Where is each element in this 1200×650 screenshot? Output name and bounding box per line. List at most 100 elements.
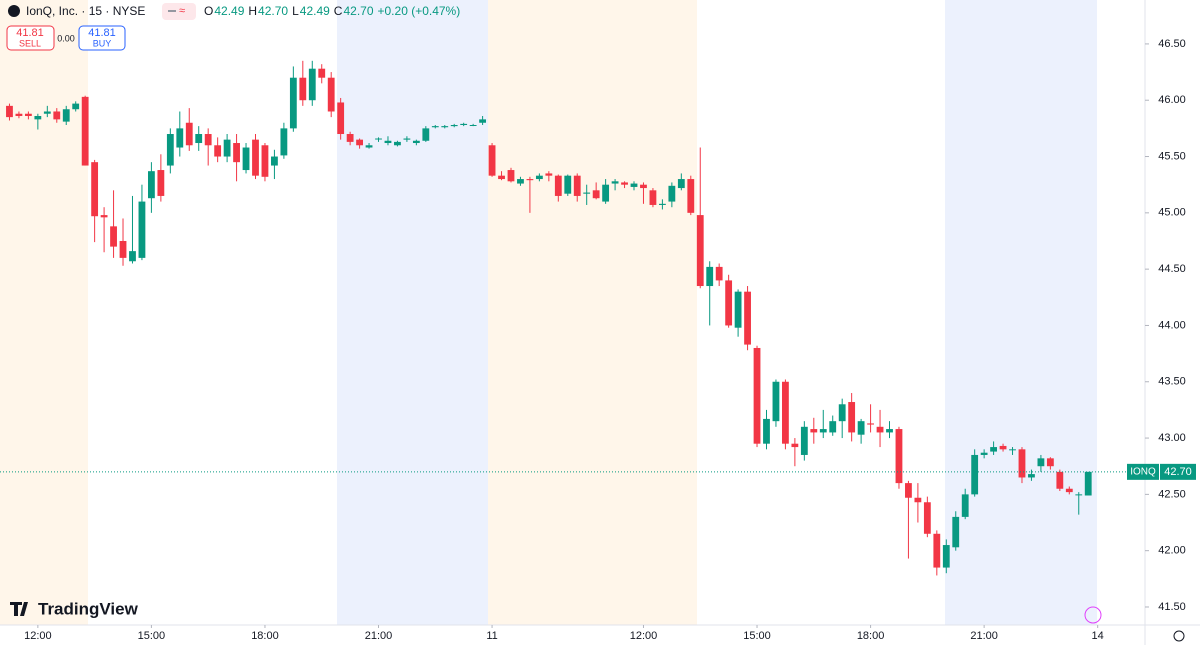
candle-body bbox=[819, 429, 827, 433]
candle-body bbox=[34, 115, 42, 120]
candle-body bbox=[658, 203, 666, 205]
candle-body bbox=[138, 201, 146, 258]
candle-body bbox=[422, 128, 430, 141]
candle-body bbox=[1084, 471, 1092, 496]
y-tick-label: 46.00 bbox=[1158, 94, 1186, 106]
candle-body bbox=[838, 404, 846, 422]
sell-price: 41.81 bbox=[16, 27, 44, 39]
candle-body bbox=[280, 128, 288, 156]
indicator-toggle[interactable] bbox=[162, 3, 196, 20]
candle-body bbox=[914, 497, 922, 503]
candle-body bbox=[431, 126, 439, 128]
candles bbox=[0, 60, 1145, 576]
candle-body bbox=[630, 183, 638, 187]
candle-body bbox=[204, 134, 212, 146]
ohlc-value: 42.49 bbox=[300, 4, 330, 18]
postmarket-band bbox=[337, 0, 488, 625]
candle-body bbox=[53, 111, 61, 120]
candle-body bbox=[365, 145, 373, 148]
candle-body bbox=[242, 147, 250, 171]
x-tick-label: 15:00 bbox=[743, 630, 771, 642]
y-tick-label: 41.50 bbox=[1158, 601, 1186, 613]
candle-body bbox=[195, 134, 203, 144]
candle-body bbox=[1018, 449, 1026, 478]
candle-body bbox=[356, 139, 363, 146]
candle-body bbox=[119, 240, 127, 258]
candle-body bbox=[668, 185, 676, 202]
candle-body bbox=[252, 139, 259, 176]
x-tick-label: 18:00 bbox=[857, 630, 885, 642]
candle-body bbox=[971, 454, 979, 495]
candle-body bbox=[753, 347, 761, 444]
candle-body bbox=[677, 179, 685, 189]
candle-body bbox=[289, 77, 297, 129]
y-tick-label: 45.00 bbox=[1158, 207, 1186, 219]
candle-body bbox=[460, 123, 468, 125]
ohlc-label: H bbox=[248, 4, 257, 18]
buy-label: BUY bbox=[93, 38, 112, 48]
alert-icon[interactable] bbox=[1084, 606, 1102, 624]
buy-button[interactable] bbox=[78, 25, 126, 51]
candle-body bbox=[554, 175, 562, 196]
y-tick-label: 42.50 bbox=[1158, 488, 1186, 500]
candle-body bbox=[157, 170, 165, 196]
brand-name: TradingView bbox=[38, 599, 139, 618]
candle-body bbox=[299, 77, 307, 101]
candle-body bbox=[592, 190, 600, 199]
candle-body bbox=[129, 251, 136, 262]
candle-body bbox=[800, 426, 808, 455]
candle-body bbox=[952, 516, 960, 548]
change: +0.20 (+0.47%) bbox=[378, 4, 461, 18]
candle-body bbox=[441, 126, 449, 128]
candle-body bbox=[1009, 449, 1016, 451]
candle-body bbox=[621, 182, 628, 185]
candle-body bbox=[867, 423, 874, 425]
symbol-logo bbox=[8, 5, 20, 17]
y-tick-label: 43.50 bbox=[1158, 376, 1186, 388]
candle-body bbox=[763, 418, 770, 444]
candle-body bbox=[583, 192, 591, 194]
candle-body bbox=[895, 429, 903, 484]
candle-body bbox=[6, 105, 13, 118]
symbol-title[interactable]: IonQ, Inc. · 15 · NYSE bbox=[26, 4, 145, 18]
y-tick-label: 44.00 bbox=[1158, 319, 1186, 331]
candle-body bbox=[384, 140, 392, 144]
premarket-band bbox=[488, 0, 697, 625]
candle-body bbox=[545, 173, 553, 176]
settings-icon[interactable] bbox=[1173, 630, 1185, 642]
candle-body bbox=[488, 145, 496, 176]
candle-body bbox=[526, 179, 534, 181]
sell-label: SELL bbox=[19, 38, 41, 48]
ohlc-label: O bbox=[204, 4, 213, 18]
x-tick-label: 12:00 bbox=[630, 630, 658, 642]
candle-body bbox=[734, 291, 742, 328]
ohlc-value: 42.70 bbox=[258, 4, 288, 18]
candle-body bbox=[327, 77, 335, 112]
candle-body bbox=[412, 140, 420, 144]
candle-body bbox=[1065, 488, 1073, 493]
candle-body bbox=[772, 381, 780, 422]
candle-body bbox=[469, 125, 477, 126]
candle-body bbox=[725, 280, 733, 326]
x-tick-label: 21:00 bbox=[365, 630, 393, 642]
price-tag-symbol: IONQ bbox=[1130, 466, 1156, 477]
candle-body bbox=[886, 429, 893, 433]
postmarket-band bbox=[945, 0, 1097, 625]
candle-body bbox=[744, 291, 751, 345]
candle-body bbox=[337, 102, 345, 135]
candle-body bbox=[999, 445, 1007, 450]
candle-body bbox=[185, 122, 193, 146]
candle-body bbox=[1037, 458, 1045, 467]
candle-body bbox=[791, 443, 799, 448]
price-tag-value: 42.70 bbox=[1164, 466, 1192, 478]
candle-body bbox=[706, 266, 714, 287]
candle-body bbox=[318, 68, 326, 78]
candle-body bbox=[1075, 494, 1083, 496]
candle-body bbox=[233, 143, 240, 163]
price-tag-bg bbox=[1160, 463, 1196, 480]
x-tick-label: 14 bbox=[1092, 630, 1104, 642]
x-tick-label: 18:00 bbox=[251, 630, 279, 642]
y-tick-label: 46.50 bbox=[1158, 38, 1186, 50]
sell-button[interactable] bbox=[6, 25, 55, 51]
candle-body bbox=[1046, 458, 1054, 467]
